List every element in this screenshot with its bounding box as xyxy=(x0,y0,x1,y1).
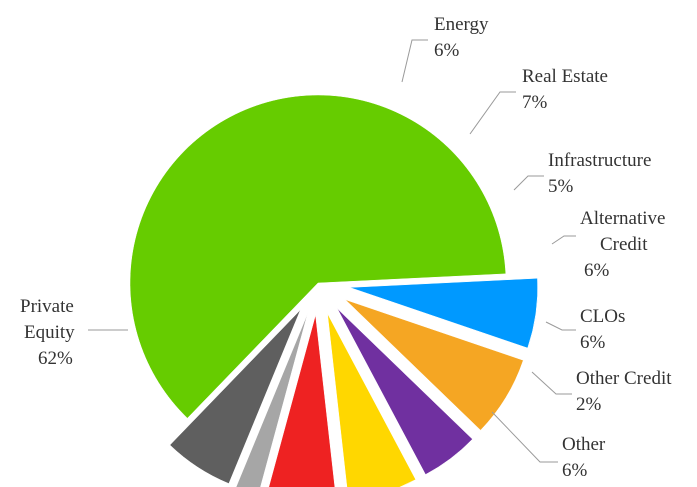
label-name-other: Other xyxy=(562,434,606,455)
pie-slices xyxy=(129,94,538,487)
label-name-infrastructure: Infrastructure xyxy=(548,150,651,171)
label-name-other-credit: Other Credit xyxy=(576,368,672,389)
leader-line-energy xyxy=(401,39,428,83)
label-value-other: 6% xyxy=(562,460,588,481)
label-value-energy: 6% xyxy=(434,40,460,61)
slice-private-equity xyxy=(129,94,507,419)
slice-real-estate xyxy=(345,299,524,431)
label-value-alternative-credit: 6% xyxy=(584,260,610,281)
slice-other-credit xyxy=(235,313,308,487)
slice-other xyxy=(169,309,301,484)
leader-line-infrastructure xyxy=(513,175,544,191)
leader-line-other-credit xyxy=(531,371,572,395)
label-name-alternative-credit-1: Alternative xyxy=(580,208,665,229)
leader-line-other xyxy=(491,411,558,463)
slice-energy xyxy=(349,278,538,349)
label-name-private-equity-1: Private xyxy=(20,296,74,317)
label-value-other-credit: 2% xyxy=(576,394,602,415)
label-name-private-equity-2: Equity xyxy=(24,322,75,343)
slice-infrastructure xyxy=(337,308,473,475)
leader-lines xyxy=(88,39,576,463)
slice-alternative-credit xyxy=(327,313,417,487)
slice-labels: Private Equity 62% Energy 6% Real Estate 7% Inf… xyxy=(20,14,672,481)
label-value-infrastructure: 5% xyxy=(548,176,574,197)
label-value-clos: 6% xyxy=(580,332,606,353)
label-name-alternative-credit-2: Credit xyxy=(600,234,648,255)
leader-line-real-estate xyxy=(469,91,516,135)
label-name-energy: Energy xyxy=(434,14,489,35)
label-value-real-estate: 7% xyxy=(522,92,548,113)
label-value-private-equity: 62% xyxy=(38,348,73,369)
leader-line-alternative-credit xyxy=(551,235,576,245)
label-name-clos: CLOs xyxy=(580,306,625,327)
leader-line-clos xyxy=(545,321,576,331)
label-name-real-estate: Real Estate xyxy=(522,66,608,87)
slice-clos xyxy=(268,314,336,487)
